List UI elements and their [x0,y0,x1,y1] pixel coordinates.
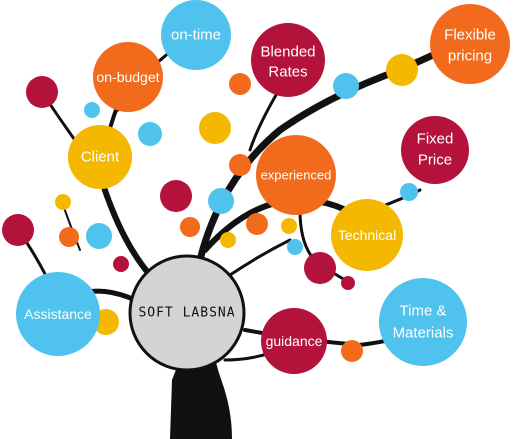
node-experienced-label: experienced [261,168,332,183]
dot-orange-guidance [341,340,363,362]
dot-orange-near-ontime [229,73,251,95]
dot-orange-mid [229,154,251,176]
node-client: Client [68,125,132,189]
branch-main-right [196,41,459,264]
dot-yellow-right [386,54,418,86]
dot-blue-fixed [400,183,418,201]
dot-blue-tech-left [287,239,303,255]
dot-blue-mid [208,188,234,214]
node-on-time-label: on-time [171,27,221,44]
node-flexible-pricing: Flexible pricing [430,4,510,84]
dot-yellow-upper [199,112,231,144]
center-hub: SOFT LABSNA [128,254,246,372]
dot-yellow-center-right [220,232,236,248]
dot-crimson-lower-small [341,276,355,290]
decorative-dots [2,54,418,362]
dot-crimson-mid [160,180,192,212]
node-blended-rates-label-2: Rates [268,64,307,81]
node-fixed-price: Fixed Price [401,116,469,184]
node-time-materials: Time & Materials [379,278,467,366]
node-on-budget: on-budget [93,42,163,112]
node-experienced: experienced [256,135,336,215]
node-assistance: Assistance [16,272,100,356]
dot-crimson-lower [304,252,336,284]
dot-orange-lowmid [180,217,200,237]
node-guidance: guidance [261,308,327,374]
node-blended-rates: Blended Rates [251,23,325,97]
node-fixed-price-label-2: Price [418,152,452,169]
node-guidance-label: guidance [266,333,323,349]
dot-orange-center-right [246,213,268,235]
dot-yellow-left-small [55,194,71,210]
dot-blue-left [84,102,100,118]
node-on-time: on-time [161,0,231,70]
dot-crimson-left [2,214,34,246]
dot-blue-near-client [138,122,162,146]
branch-center-right-small [228,238,292,277]
node-technical: Technical [331,199,403,271]
dot-crimson-small-left [113,256,129,272]
dot-blue-upper-right [333,73,359,99]
node-blended-rates-label-1: Blended [260,44,315,61]
node-on-budget-label: on-budget [96,69,159,85]
node-time-materials-label-1: Time & [400,303,447,320]
node-fixed-price-label-1: Fixed [417,131,454,148]
node-client-label: Client [81,149,120,166]
dot-orange-left [59,227,79,247]
node-assistance-label: Assistance [24,306,92,322]
dot-crimson-left-top [26,76,58,108]
dot-yellow-tech-left [281,218,297,234]
center-hub-label: SOFT LABSNA [138,306,235,321]
node-technical-label: Technical [338,227,396,243]
node-flexible-pricing-label-1: Flexible [444,27,496,44]
node-flexible-pricing-label-2: pricing [448,48,492,65]
node-time-materials-label-2: Materials [393,325,454,342]
dot-blue-left-mid [86,223,112,249]
